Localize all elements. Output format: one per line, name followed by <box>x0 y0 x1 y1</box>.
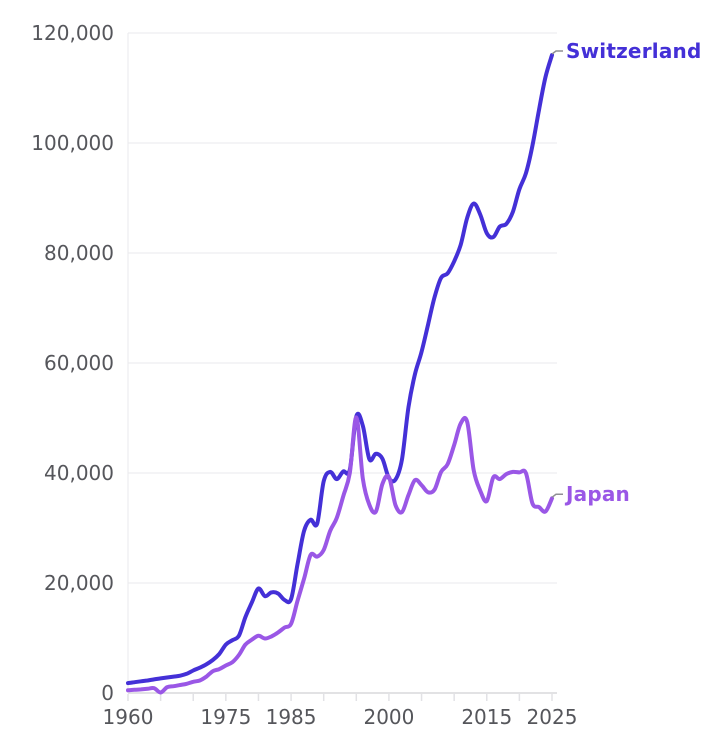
x-tick-label: 2015 <box>461 705 512 729</box>
y-tick-label: 60,000 <box>44 351 114 375</box>
series-line-switzerland <box>126 53 554 686</box>
x-tick-label: 2025 <box>527 705 578 729</box>
y-tick-label: 100,000 <box>31 131 114 155</box>
y-tick-label: 80,000 <box>44 241 114 265</box>
x-tick-label: 2000 <box>363 705 414 729</box>
series-label-switzerland: Switzerland <box>566 39 702 63</box>
label-connector <box>551 493 563 498</box>
series-line-japan <box>126 415 554 695</box>
y-tick-label: 20,000 <box>44 571 114 595</box>
x-tick-label: 1985 <box>266 705 317 729</box>
y-tick-label: 40,000 <box>44 461 114 485</box>
y-tick-label: 120,000 <box>31 21 114 45</box>
label-connector <box>551 50 563 55</box>
x-tick-label: 1960 <box>103 705 154 729</box>
y-tick-label: 0 <box>101 681 114 705</box>
series-label-japan: Japan <box>566 482 630 507</box>
x-tick-label: 1975 <box>200 705 251 729</box>
